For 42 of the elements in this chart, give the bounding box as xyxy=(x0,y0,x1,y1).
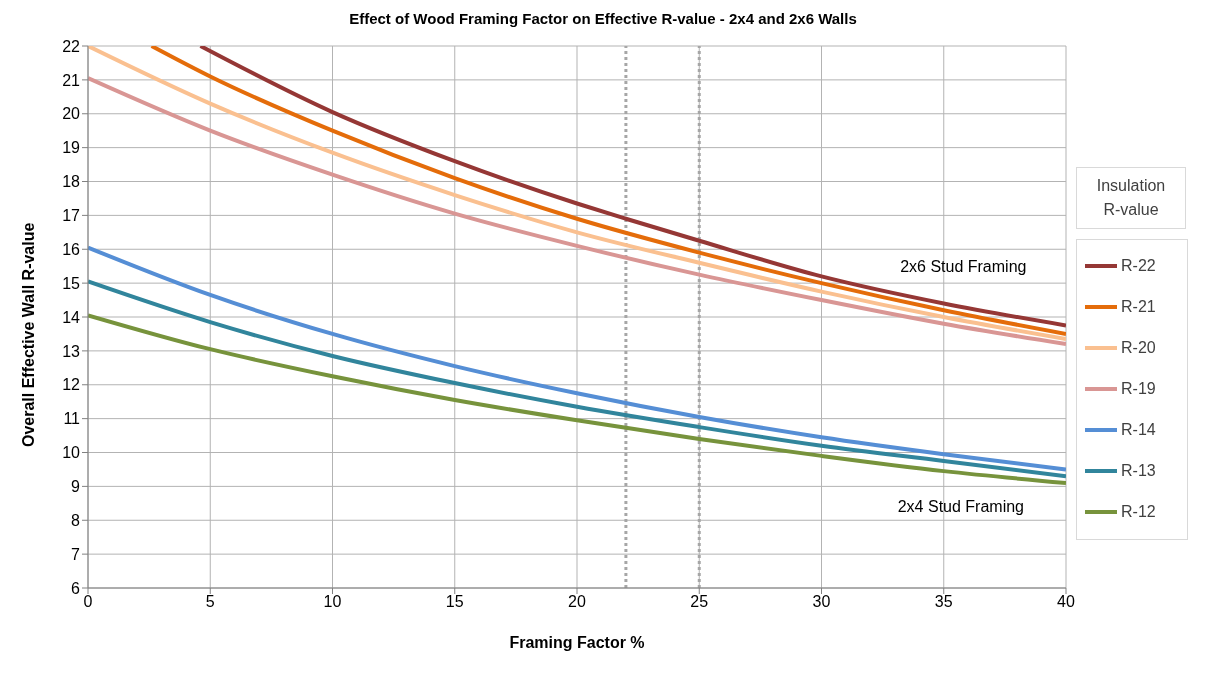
annotation: 2x4 Stud Framing xyxy=(897,498,1025,516)
line-series xyxy=(88,279,1066,479)
legend-label: R-21 xyxy=(1121,298,1156,316)
y-tick-label: 13 xyxy=(62,342,81,360)
chart-title: Effect of Wood Framing Factor on Effective R-value - 2x4 and 2x6 Walls xyxy=(348,9,858,29)
x-tick-label: 25 xyxy=(690,593,709,611)
legend-label: R-19 xyxy=(1121,380,1156,398)
legend-label: R-22 xyxy=(1121,257,1156,275)
legend-label: R-14 xyxy=(1121,421,1156,439)
y-tick-label: 16 xyxy=(62,240,81,258)
y-tick-label: 18 xyxy=(62,173,81,191)
x-tick-label: 0 xyxy=(83,593,93,611)
y-tick-label: 20 xyxy=(62,105,81,123)
legend-label: R-20 xyxy=(1121,339,1156,357)
x-tick-label: 30 xyxy=(812,593,831,611)
y-tick-label: 22 xyxy=(62,37,81,55)
line-series xyxy=(88,245,1066,472)
y-axis-title: Overall Effective Wall R-value xyxy=(19,222,37,447)
x-tick-label: 10 xyxy=(323,593,342,611)
x-tick-label: 15 xyxy=(445,593,464,611)
x-axis-title: Framing Factor % xyxy=(509,634,645,651)
y-tick-label: 9 xyxy=(71,478,81,496)
x-tick-label: 40 xyxy=(1057,593,1075,611)
line-series xyxy=(88,313,1066,485)
y-tick-label: 15 xyxy=(62,274,81,292)
y-tick-label: 12 xyxy=(62,376,81,394)
y-tick-label: 7 xyxy=(71,545,81,563)
y-tick-label: 17 xyxy=(62,207,81,225)
annotation: 2x6 Stud Framing xyxy=(900,257,1027,275)
y-tick-label: 10 xyxy=(62,444,81,462)
x-tick-label: 35 xyxy=(934,593,953,611)
x-tick-label: 5 xyxy=(205,593,215,611)
y-tick-label: 8 xyxy=(71,511,81,529)
x-tick-label: 20 xyxy=(568,593,586,611)
y-tick-label: 19 xyxy=(62,139,81,157)
legend-title: Insulation R-value xyxy=(1076,166,1186,229)
y-tick-label: 6 xyxy=(71,579,81,597)
legend-label: R-13 xyxy=(1121,462,1156,480)
legend-label: R-12 xyxy=(1121,503,1156,521)
y-tick-label: 21 xyxy=(62,71,81,89)
y-tick-label: 11 xyxy=(63,410,81,428)
y-tick-label: 14 xyxy=(62,308,81,326)
